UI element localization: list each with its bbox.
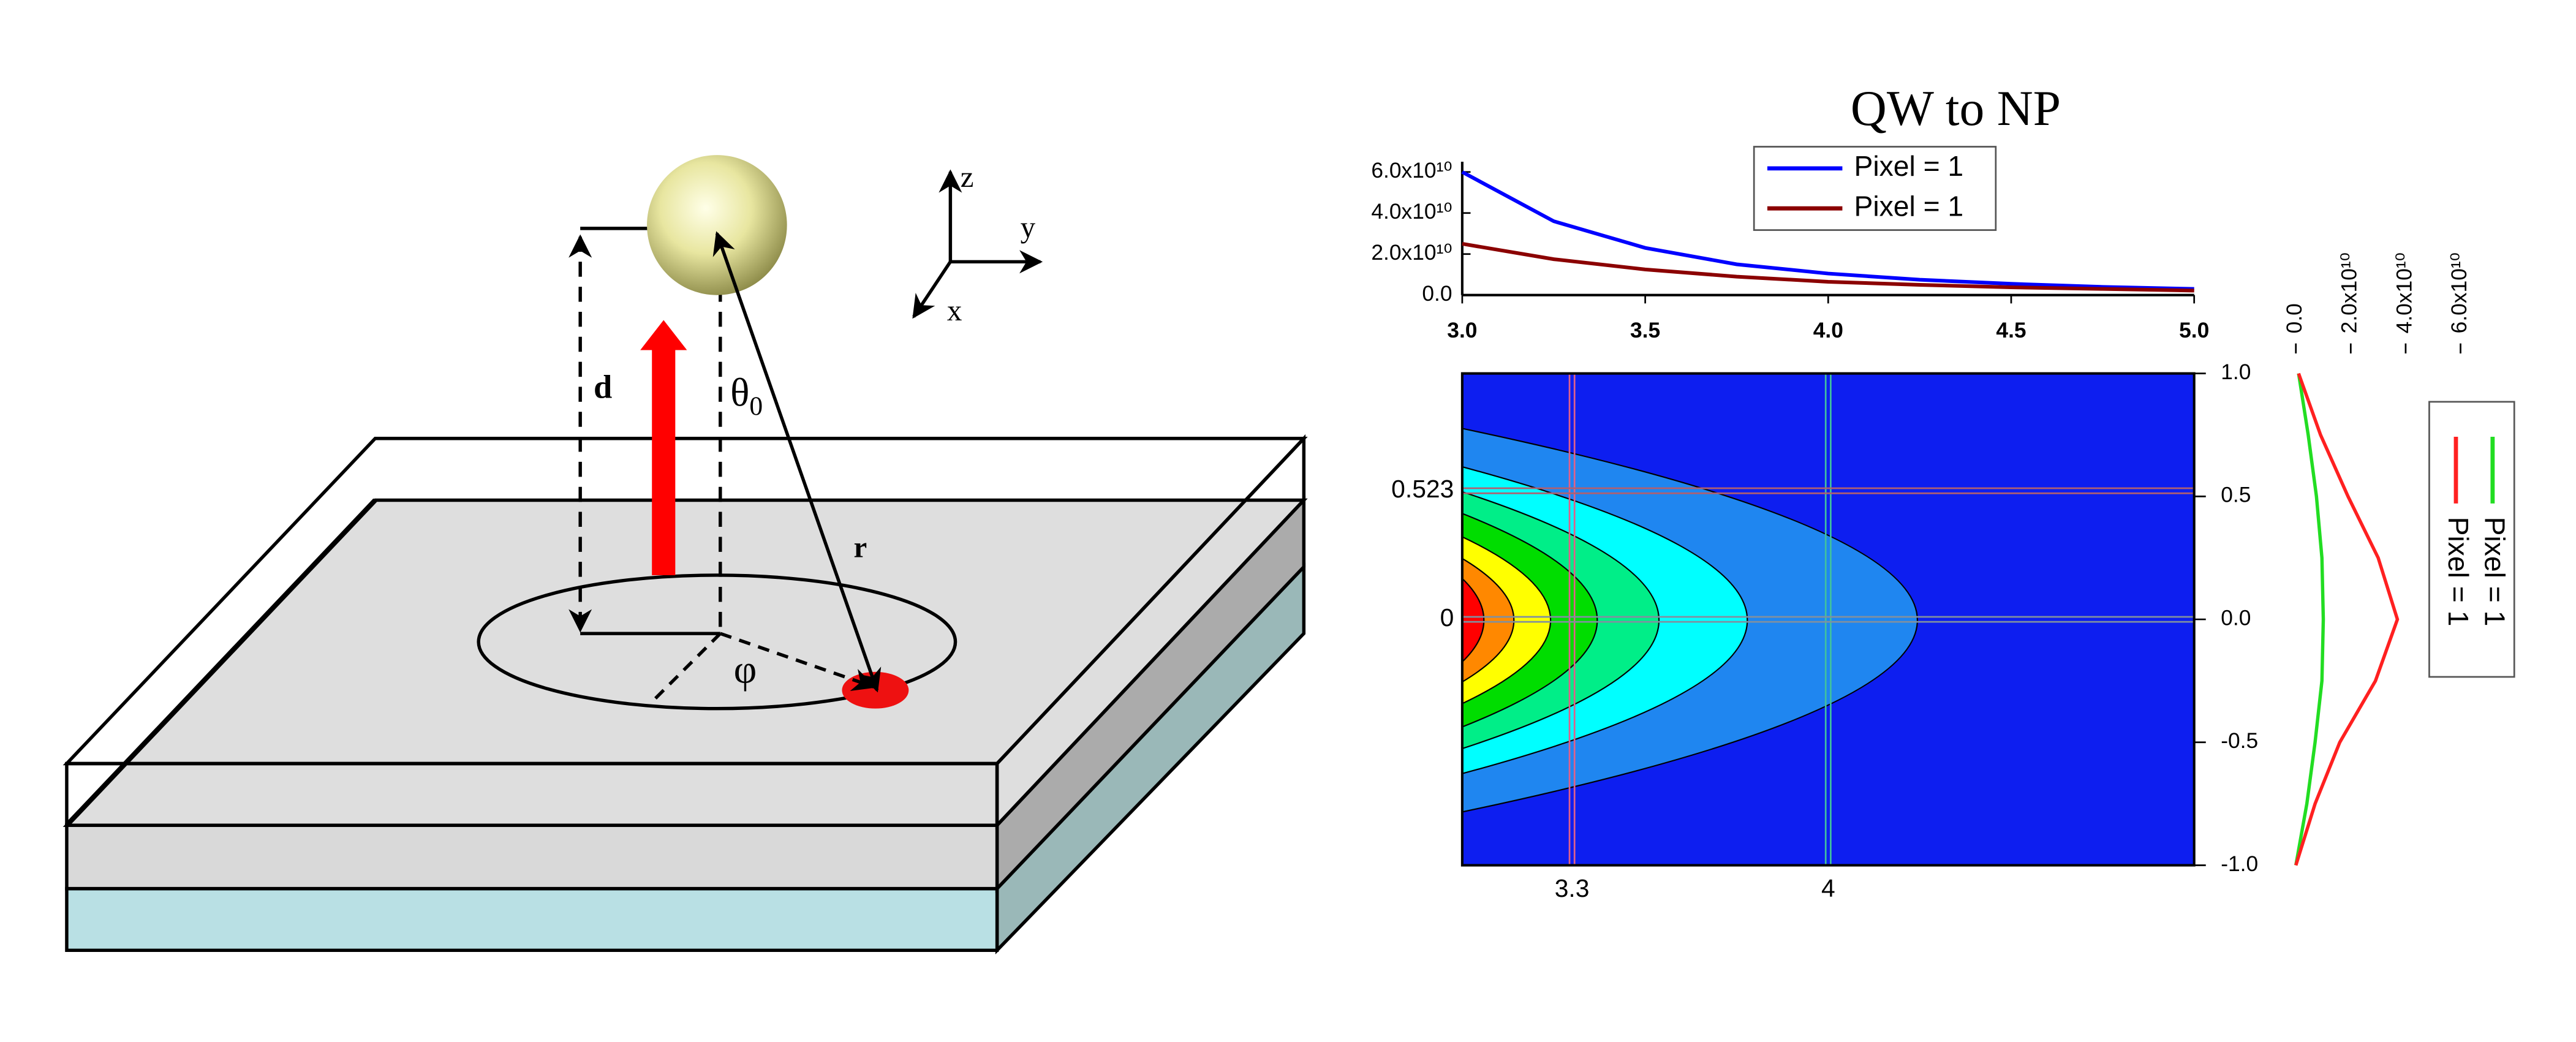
x-tick-label: 4.0x10¹⁰: [2392, 252, 2416, 333]
red-arrow: [640, 320, 687, 575]
r-arrow: [712, 231, 882, 693]
x-cursor-label: 4: [1821, 874, 1835, 902]
y-tick-label: 2.0x10¹⁰: [1371, 241, 1452, 265]
y-tick-label: 4.0x10¹⁰: [1371, 200, 1452, 224]
x-tick-label: 3.5: [1630, 319, 1660, 342]
x-tick-label: 6.0x10¹⁰: [2447, 252, 2471, 333]
layer-glass-side: [995, 434, 1306, 830]
layer-substrate-front: [65, 886, 999, 953]
nanoparticle: [647, 155, 787, 295]
contour-band: [1462, 557, 1515, 683]
series-line: [2294, 373, 2325, 866]
label-r: r: [854, 530, 867, 564]
x-tick-label: 4.5: [1996, 319, 2026, 342]
chart-title: QW to NP: [1851, 80, 2061, 136]
layer-gray-front: [65, 823, 999, 891]
contour-map: [1462, 373, 2194, 866]
legend-box: [2428, 401, 2515, 678]
x-tick-label: 0.0: [2283, 303, 2306, 333]
x-cursor-label: 3.3: [1555, 874, 1590, 902]
y-cursor-label: 0: [1440, 603, 1454, 632]
theta: θ: [730, 371, 749, 415]
y-tick-label: 0.0: [2221, 606, 2251, 630]
legend-box: [1753, 146, 1997, 231]
legend-label: Pixel = 1: [1854, 150, 1963, 182]
legend-label: Pixel = 1: [2442, 517, 2474, 627]
series-line: [1461, 170, 2194, 291]
legend-label: Pixel = 1: [1854, 190, 1963, 222]
label-theta: θ0: [730, 371, 763, 421]
label-d: d: [594, 368, 612, 405]
x-tick-label: 2.0x10¹⁰: [2338, 252, 2362, 333]
label-y: y: [1021, 210, 1036, 244]
x-tick-label: 3.0: [1447, 319, 1477, 342]
y-cursor-label: 0.523: [1391, 475, 1454, 503]
diagram: [62, 155, 1308, 955]
dashed-phi-1: [649, 632, 722, 705]
y-tick-label: -1.0: [2221, 852, 2258, 876]
y-tick-label: 1.0: [2221, 360, 2251, 384]
x-tick-label: 4.0: [1813, 319, 1843, 342]
label-phi: φ: [734, 648, 757, 692]
contour-band: [1462, 577, 1485, 663]
glass-edge: [64, 498, 377, 828]
series-line: [2294, 372, 2400, 866]
y-tick-label: 0.5: [2221, 483, 2251, 507]
x-tick-label: 5.0: [2179, 319, 2209, 342]
label-x: x: [947, 293, 962, 327]
y-tick-label: 0.0: [1422, 282, 1452, 306]
y-tick-label: 6.0x10¹⁰: [1371, 159, 1452, 183]
series-line: [1462, 242, 2194, 293]
legend-label: Pixel = 1: [2479, 517, 2511, 627]
y-tick-label: -0.5: [2221, 729, 2258, 753]
theta-sub: 0: [749, 391, 763, 421]
axis-x: [912, 260, 952, 319]
label-z: z: [961, 160, 974, 194]
